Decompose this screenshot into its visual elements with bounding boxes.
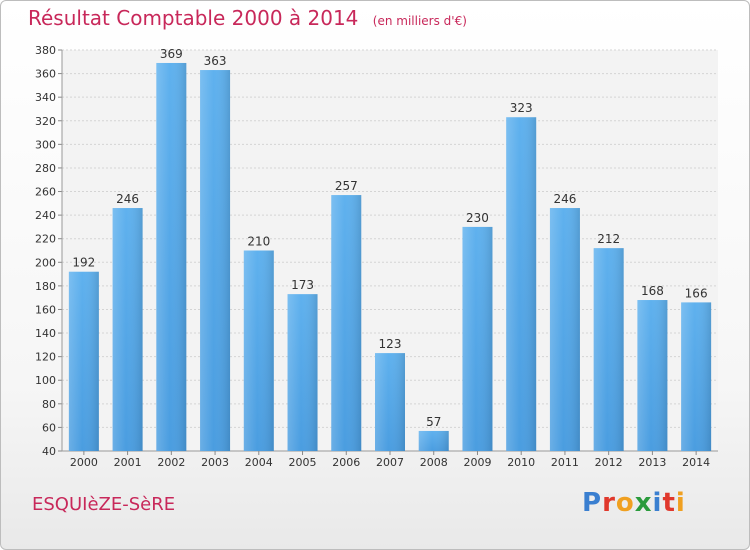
y-tick-label: 120 [35, 351, 56, 364]
y-tick-label: 240 [35, 209, 56, 222]
y-tick-label: 80 [42, 398, 56, 411]
value-label: 210 [247, 235, 270, 249]
x-tick-label: 2006 [332, 456, 360, 469]
y-tick-label: 320 [35, 115, 56, 128]
bar-shade [200, 70, 231, 452]
y-tick-label: 140 [35, 327, 56, 340]
y-tick-label: 180 [35, 280, 56, 293]
commune-name: ESQUIèZE-SèRE [32, 494, 176, 515]
bar-shade [287, 294, 318, 451]
value-label: 323 [510, 101, 533, 115]
proxiti-logo: Proxiti [582, 488, 686, 518]
x-tick-label: 2002 [157, 456, 185, 469]
x-tick-label: 2012 [595, 456, 623, 469]
y-tick-label: 40 [42, 445, 56, 458]
logo-letter: P [582, 488, 603, 518]
x-tick-label: 2009 [463, 456, 491, 469]
value-label: 230 [466, 211, 489, 225]
value-label: 212 [597, 232, 620, 246]
bar-shade [681, 302, 712, 451]
x-tick-label: 2008 [420, 456, 448, 469]
bar-shade [637, 300, 668, 451]
bar-shade [112, 208, 143, 451]
bar-shade [462, 226, 493, 451]
value-label: 369 [160, 47, 183, 61]
y-tick-label: 340 [35, 91, 56, 104]
y-tick-label: 60 [42, 421, 56, 434]
y-tick-label: 260 [35, 186, 56, 199]
y-tick-label: 300 [35, 138, 56, 151]
value-label: 166 [685, 286, 708, 300]
bar-shade [506, 117, 537, 451]
x-tick-label: 2014 [682, 456, 710, 469]
bar-shade [549, 208, 580, 451]
value-label: 123 [379, 337, 402, 351]
bar-shade [375, 353, 405, 451]
value-label: 257 [335, 179, 358, 193]
value-label: 173 [291, 278, 314, 292]
value-label: 246 [553, 192, 576, 206]
y-tick-label: 160 [35, 303, 56, 316]
logo-letter: i [675, 488, 686, 518]
y-tick-label: 280 [35, 162, 56, 175]
y-tick-label: 360 [35, 68, 56, 81]
logo-letter: i [652, 488, 663, 518]
bar-shade [331, 195, 362, 451]
x-tick-label: 2005 [289, 456, 317, 469]
x-tick-label: 2011 [551, 456, 579, 469]
value-label: 57 [426, 415, 441, 429]
value-label: 246 [116, 192, 139, 206]
x-tick-label: 2007 [376, 456, 404, 469]
bar-shade [593, 248, 624, 451]
chart-subtitle: (en milliers d'€) [372, 14, 467, 28]
x-tick-label: 2000 [70, 456, 98, 469]
value-label: 192 [72, 256, 95, 270]
x-tick-label: 2003 [201, 456, 229, 469]
y-tick-label: 100 [35, 374, 56, 387]
chart-title-text: Résultat Comptable 2000 à 2014 [28, 6, 359, 30]
y-tick-label: 380 [35, 44, 56, 57]
value-label: 363 [204, 54, 227, 68]
logo-letter: x [634, 488, 653, 518]
x-tick-label: 2004 [245, 456, 273, 469]
x-tick-label: 2013 [638, 456, 666, 469]
y-tick-label: 220 [35, 233, 56, 246]
bar-shade [243, 250, 274, 451]
logo-letter: r [602, 488, 616, 518]
x-tick-label: 2010 [507, 456, 535, 469]
bar-shade [68, 271, 99, 451]
chart-title: Résultat Comptable 2000 à 2014 (en milli… [28, 6, 467, 30]
logo-letter: t [662, 488, 676, 518]
bar-shade [156, 62, 187, 451]
bar-shade [418, 430, 449, 451]
value-label: 168 [641, 284, 664, 298]
x-tick-label: 2001 [114, 456, 142, 469]
y-tick-label: 200 [35, 256, 56, 269]
logo-letter: o [615, 488, 635, 518]
